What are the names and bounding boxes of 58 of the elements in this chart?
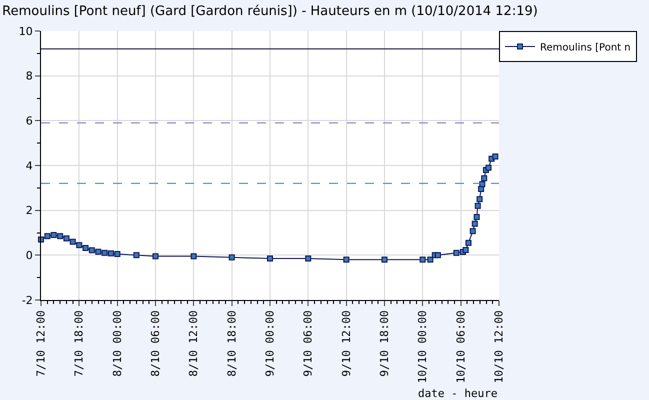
legend-label: Remoulins [Pont n — [540, 42, 631, 54]
y-tick-label: 10 — [18, 24, 33, 38]
y-tick-label: 2 — [26, 204, 33, 218]
y-tick-label: 6 — [26, 114, 33, 128]
chart-title: Remoulins [Pont neuf] (Gard [Gardon réunis]) - Hauteurs en m (10/10/2014 12:19) — [2, 4, 538, 20]
x-tick-label: 9/10 00:00 — [264, 310, 277, 377]
y-tick-label: 8 — [26, 70, 33, 83]
point — [95, 248, 102, 255]
point — [453, 250, 460, 256]
point — [305, 256, 312, 262]
point — [82, 244, 89, 251]
x-axis-title: date - heure — [418, 387, 498, 400]
point — [470, 228, 476, 234]
point — [267, 256, 273, 262]
x-tick-label: 10/10 12:00 — [492, 310, 506, 384]
x-tick-label: 7/10 18:00 — [72, 310, 86, 377]
x-tick-label: 8/10 18:00 — [225, 310, 238, 377]
point — [152, 253, 158, 260]
point — [50, 232, 57, 238]
point — [114, 251, 120, 258]
point — [76, 242, 82, 248]
point — [465, 240, 472, 246]
point — [427, 256, 434, 263]
point — [88, 247, 95, 254]
point — [474, 202, 481, 209]
point — [462, 247, 469, 254]
point — [382, 256, 388, 263]
x-tick-label: 9/10 18:00 — [378, 310, 392, 377]
point — [492, 154, 498, 160]
x-tick-label: 10/10 00:00 — [416, 310, 430, 384]
y-tick-label: 4 — [26, 159, 33, 172]
point — [478, 186, 484, 192]
point — [472, 220, 478, 227]
point — [70, 238, 76, 245]
point — [57, 233, 64, 240]
point — [108, 250, 114, 256]
x-tick-label: 8/10 06:00 — [149, 310, 162, 377]
point — [474, 214, 480, 220]
point — [343, 256, 350, 263]
point — [486, 164, 492, 171]
point — [133, 252, 140, 258]
x-tick-label: 10/10 06:00 — [454, 310, 468, 384]
point — [476, 196, 483, 202]
point — [102, 250, 108, 256]
point — [190, 253, 197, 260]
point — [228, 254, 235, 260]
point — [420, 256, 426, 263]
point — [434, 252, 441, 258]
y-tick-label: 0 — [26, 249, 33, 262]
x-tick-label: 9/10 12:00 — [340, 310, 353, 377]
point — [481, 175, 488, 182]
x-tick-label: 7/10 12:00 — [34, 310, 48, 377]
x-tick-label: 8/10 12:00 — [187, 310, 200, 377]
y-tick-label: -2 — [22, 294, 33, 307]
point — [63, 235, 70, 242]
x-tick-label: 8/10 00:00 — [110, 310, 124, 377]
point — [44, 233, 50, 240]
x-tick-label: 9/10 06:00 — [302, 310, 315, 377]
